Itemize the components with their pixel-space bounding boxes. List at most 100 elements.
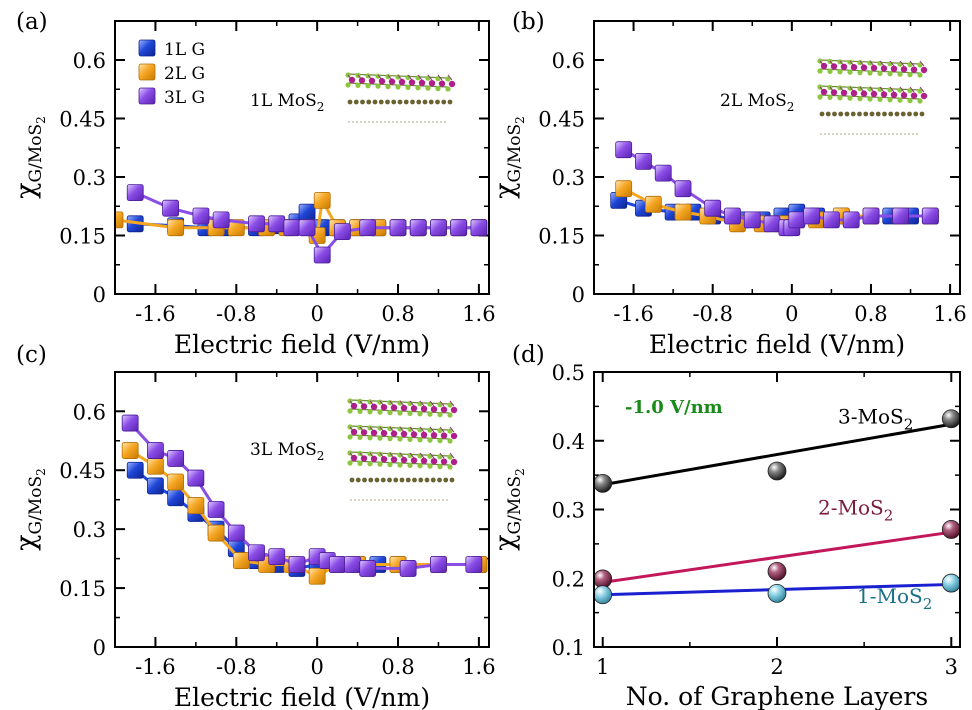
x-tick-label: 0 (785, 302, 798, 326)
legend-swatch (138, 87, 156, 105)
data-point (147, 457, 164, 475)
panel-label-c: (c) (16, 342, 47, 368)
data-point (308, 567, 326, 585)
data-point (842, 211, 860, 229)
data-point (187, 469, 205, 487)
data-point (704, 199, 722, 217)
data-point (593, 473, 613, 493)
data-point (788, 211, 806, 229)
y-tick-label: 0.15 (59, 577, 106, 601)
data-point (593, 585, 613, 605)
y-tick-label: 0.15 (59, 225, 106, 249)
x-tick-label: 1.6 (462, 655, 495, 679)
data-point (298, 203, 316, 221)
plot-frame (593, 371, 961, 648)
data-point (593, 569, 613, 589)
y-tick-label: 0 (572, 283, 585, 307)
data-point (167, 489, 185, 507)
y-axis-label: χG/MoS2 (490, 468, 527, 551)
data-point (248, 544, 265, 562)
fit-line (602, 530, 952, 584)
data-point (268, 548, 286, 566)
x-tick-label: 1 (596, 655, 609, 679)
data-point (763, 215, 781, 233)
data-point (892, 207, 910, 225)
x-tick-label: 1.6 (933, 302, 966, 326)
data-point (615, 141, 633, 159)
data-point (430, 556, 447, 573)
data-point (313, 246, 331, 264)
data-point (941, 520, 961, 539)
x-tick-label: 1.6 (462, 302, 495, 326)
data-point (615, 180, 633, 198)
y-axis-label: χG/MoS2 (11, 468, 48, 551)
structure-illustration (817, 58, 928, 135)
svg-text:χG/MoS2: χG/MoS2 (11, 468, 48, 551)
data-point (359, 219, 377, 237)
data-point (674, 203, 692, 221)
panel-label-d: (d) (512, 342, 545, 368)
structure-illustration (345, 72, 456, 123)
data-point (334, 223, 351, 241)
data-point (635, 152, 652, 170)
data-point (187, 497, 205, 514)
data-point (147, 442, 164, 459)
data-point (167, 450, 185, 467)
data-point (654, 164, 672, 182)
field-annotation: -1.0 V/nm (625, 397, 723, 418)
data-point (399, 560, 417, 577)
fit-line (602, 422, 952, 487)
data-point (409, 219, 427, 237)
data-point (212, 211, 230, 229)
data-point (743, 211, 761, 229)
structure-illustration (347, 398, 458, 501)
x-tick-label: 3 (945, 655, 958, 679)
data-point (248, 215, 265, 233)
data-point (207, 524, 225, 542)
x-tick-label: -0.8 (692, 302, 733, 326)
y-tick-label: 0.15 (538, 225, 585, 249)
legend-swatch (138, 39, 156, 57)
legend-item: 1L G (138, 39, 205, 60)
svg-text:χG/MoS2: χG/MoS2 (490, 468, 527, 551)
y-tick-label: 0.45 (538, 108, 585, 132)
data-point (227, 524, 245, 542)
series-3-mos2: 3-MoS2 (593, 405, 961, 493)
data-point (644, 195, 662, 213)
data-point (941, 573, 961, 593)
y-tick-label: 0 (93, 636, 106, 660)
plot-frame (593, 20, 961, 295)
panel-a: 0 0.15 0.3 0.45 0.6 -1.6 -0.8 0 0.8 1.6 1L MoS2 Ele… (11, 20, 496, 359)
data-point (724, 207, 741, 225)
data-point (232, 552, 250, 569)
data-point (767, 461, 787, 481)
series-label: 2-MoS2 (818, 495, 893, 524)
plot-frame (114, 20, 490, 295)
series-3lg (121, 414, 483, 577)
data-point (862, 207, 880, 225)
data-point (192, 207, 210, 225)
y-axis-label: χG/MoS2 (11, 116, 48, 199)
legend-label: 2L G (164, 64, 205, 84)
data-point (207, 501, 225, 518)
x-axis-label: No. of Graphene Layers (626, 682, 928, 710)
x-tick-label: -1.6 (613, 302, 654, 326)
x-tick-label: 0 (310, 655, 323, 679)
x-tick-label: 0.8 (381, 655, 414, 679)
data-point (126, 461, 144, 479)
data-point (823, 211, 840, 229)
panel-d: 0.1 0.2 0.3 0.4 0.5 1 2 3 3-MoS2 2-MoS2 1-MoS2 -1.0… (490, 361, 961, 710)
data-point (430, 219, 447, 237)
data-point (121, 442, 139, 459)
x-tick-label: -1.6 (135, 302, 176, 326)
data-point (674, 180, 692, 198)
legend: 1L G 2L G 3L G (138, 39, 205, 108)
x-tick-label: -0.8 (216, 655, 257, 679)
data-point (268, 215, 286, 233)
y-tick-label: 0.2 (552, 567, 585, 591)
y-tick-label: 0.6 (552, 49, 585, 73)
data-point (313, 191, 331, 209)
x-axis-label: Electric field (V/nm) (174, 683, 430, 710)
data-point (921, 207, 939, 225)
series-line (134, 469, 479, 570)
